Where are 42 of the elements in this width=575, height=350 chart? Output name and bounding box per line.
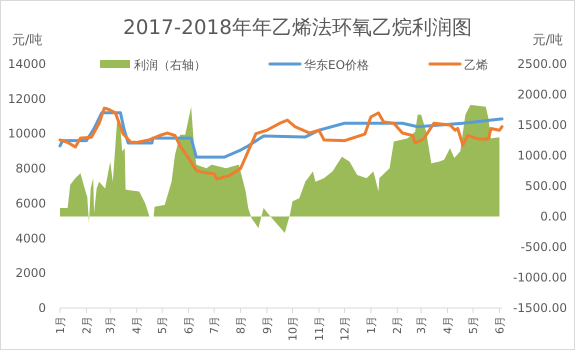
x-tick-label: 5月 (156, 316, 170, 334)
y2-tick-label: 500.00 (525, 179, 567, 193)
y2-tick-label: 2000.00 (517, 88, 567, 102)
x-tick-label: 3月 (415, 316, 428, 334)
x-tick-label: 12月 (338, 316, 352, 341)
y2-tick-label: -500.00 (520, 240, 567, 254)
x-tick-label: 7月 (208, 316, 222, 334)
y-tick-label: 4000 (15, 231, 46, 246)
y-axis-title: 元/吨 (12, 33, 42, 48)
chart-title: 2017-2018年年乙烯法环氧乙烷利润图 (122, 15, 472, 39)
x-tick-label: 6月 (182, 316, 196, 334)
y-tick-label: 0 (38, 301, 46, 315)
y-tick-label: 12000 (8, 92, 46, 106)
y2-tick-label: 1500.00 (517, 118, 567, 132)
x-tick-label: 1月 (54, 316, 67, 334)
y2-tick-label: -1000.00 (513, 270, 567, 284)
x-tick-label: 9月 (260, 316, 274, 334)
y-tick-label: 8000 (15, 162, 46, 176)
x-tick-label: 11月 (312, 316, 326, 341)
y2-tick-label: 2500.00 (517, 57, 567, 71)
x-tick-label: 2月 (80, 316, 94, 334)
x-tick-label: 4月 (130, 316, 144, 334)
y2-axis-title: 元/吨 (532, 33, 563, 48)
y-tick-label: 10000 (8, 126, 46, 141)
legend-label: 利润（右轴） (134, 58, 206, 72)
x-tick-label: 5月 (467, 316, 480, 334)
legend-label: 华东EO价格 (304, 58, 370, 72)
y-tick-label: 14000 (8, 57, 46, 71)
x-tick-label: 2月 (391, 316, 404, 334)
line-series (58, 106, 504, 181)
x-tick-label: 8月 (234, 316, 248, 334)
x-tick-label: 3月 (104, 316, 118, 334)
x-tick-label: 10月 (286, 316, 300, 341)
y2-tick-label: 1000.00 (517, 148, 567, 162)
legend-label: 乙烯 (464, 58, 488, 72)
y-tick-label: 2000 (15, 266, 46, 280)
y2-tick-label: -1500.00 (513, 301, 567, 315)
y2-tick-label: 0.00 (540, 210, 567, 224)
x-tick-label: 1月 (364, 316, 378, 334)
x-tick-label: 4月 (441, 316, 454, 334)
y-tick-label: 6000 (15, 196, 46, 210)
x-tick-label: 6月 (493, 316, 506, 334)
